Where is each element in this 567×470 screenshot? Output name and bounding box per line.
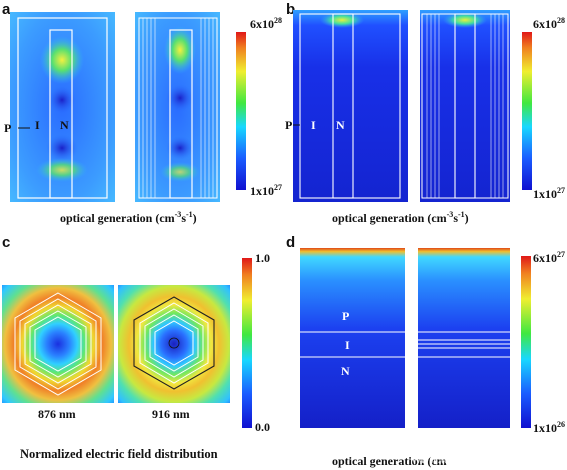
panel-c-map-876 <box>2 285 114 403</box>
colorbar-a-min: 1x1027 <box>250 183 282 198</box>
panel-letter-b: b <box>286 1 295 18</box>
colorbar-d-min: 1x1026 <box>533 420 565 435</box>
label-i-a: I <box>35 118 40 132</box>
panel-a-map-left <box>10 12 115 202</box>
colorbar-a <box>236 32 246 190</box>
label-p-b: P <box>285 118 292 132</box>
label-i-b: I <box>311 118 316 132</box>
colorbar-c-min: 0.0 <box>255 420 270 434</box>
caption-a: optical generation (cm-3s-1) <box>60 210 197 225</box>
caption-c: Normalized electric field distribution <box>20 447 218 461</box>
label-p-d: P <box>342 309 349 323</box>
wavelength-916: 916 nm <box>152 407 190 421</box>
caption-b: optical generation (cm-3s-1) <box>332 210 469 225</box>
watermark: www.tafgrobots.com <box>411 452 520 466</box>
colorbar-c-max: 1.0 <box>255 251 270 265</box>
label-n-b: N <box>336 118 345 132</box>
panel-letter-a: a <box>2 1 11 18</box>
colorbar-c <box>242 258 252 428</box>
panel-letter-c: c <box>2 234 10 251</box>
panel-b: b P I N 6x1028 1x1027 optical gene <box>285 1 565 225</box>
colorbar-d-max: 6x1027 <box>533 250 565 265</box>
panel-d-map-left <box>300 248 405 428</box>
colorbar-b-min: 1x1027 <box>533 186 565 201</box>
panel-a: a P I N <box>2 1 282 225</box>
panel-a-map-right <box>135 12 220 202</box>
panel-b-map-right <box>420 10 510 202</box>
panel-c: c 1.0 0.0 876 nm <box>2 234 270 461</box>
colorbar-a-max: 6x1028 <box>250 16 282 31</box>
colorbar-b-max: 6x1028 <box>533 16 565 31</box>
label-i-d: I <box>345 338 350 352</box>
panel-d: d P I N 6x1027 1x1026 optical generation… <box>286 234 565 468</box>
caption-d: optical generation (cm <box>332 454 447 468</box>
colorbar-b <box>522 32 532 190</box>
panel-c-map-916 <box>118 285 230 403</box>
wavelength-876: 876 nm <box>38 407 76 421</box>
label-n-d: N <box>341 364 350 378</box>
colorbar-d <box>521 256 531 428</box>
panel-letter-d: d <box>286 234 295 251</box>
label-p-a: P <box>4 121 11 135</box>
panel-d-map-right <box>418 248 510 428</box>
panel-b-map-left <box>293 10 408 202</box>
label-n-a: N <box>60 118 69 132</box>
